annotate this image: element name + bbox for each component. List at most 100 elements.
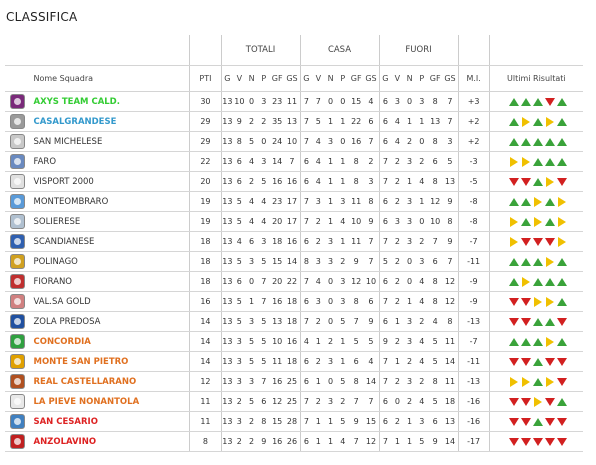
casa-v: 2 <box>312 231 325 252</box>
fuori-gf: 5 <box>427 331 443 352</box>
loss-down-arrow-icon <box>545 437 556 446</box>
tot-p: 5 <box>257 251 270 272</box>
loss-down-arrow-icon <box>521 237 532 246</box>
casa-p: 2 <box>336 251 349 272</box>
team-name[interactable]: MONTE SAN PIETRO <box>33 356 129 367</box>
fuori-p: 1 <box>415 111 428 132</box>
team-name[interactable]: SAN MICHELESE <box>33 136 103 147</box>
casa-n: 1 <box>324 151 337 172</box>
fuori-p: 2 <box>415 311 428 332</box>
casa-gs: 6 <box>363 291 380 312</box>
team-name[interactable]: REAL CASTELLARANO <box>33 376 137 387</box>
fuori-n: 3 <box>403 211 416 232</box>
casa-p: 3 <box>336 191 349 212</box>
casa-p: 2 <box>336 391 349 412</box>
tot-v: 6 <box>233 171 246 192</box>
fuori-g: 6 <box>378 411 392 432</box>
tot-g: 13 <box>220 391 234 412</box>
casa-g: 8 <box>299 251 313 272</box>
casa-p: 5 <box>336 311 349 332</box>
fuori-g: 6 <box>378 211 392 232</box>
tot-g: 13 <box>220 351 234 372</box>
casa-n: 1 <box>324 171 337 192</box>
fuori-v: 2 <box>391 411 404 432</box>
team-name[interactable]: LA PIEVE NONANTOLA <box>33 396 140 407</box>
casa-g: 7 <box>299 311 313 332</box>
draw-right-arrow-icon <box>522 116 531 127</box>
team-name[interactable]: VAL.SA GOLD <box>33 296 91 307</box>
last-results <box>488 251 583 272</box>
tot-gs: 18 <box>284 311 300 332</box>
tot-p: 3 <box>257 151 270 172</box>
team-name[interactable]: CONCORDIA <box>33 336 91 347</box>
team-name[interactable]: ANZOLAVINO <box>33 436 97 447</box>
team-name[interactable]: ZOLA PREDOSA <box>33 316 101 327</box>
tot-n: 5 <box>245 131 258 152</box>
casa-g: 6 <box>299 171 313 192</box>
casa-p: 0 <box>336 131 349 152</box>
fuori-v: 3 <box>391 211 404 232</box>
casa-v: 1 <box>312 431 325 452</box>
fuori-n: 2 <box>403 131 416 152</box>
team-name[interactable]: FARO <box>33 156 57 167</box>
casa-g: 7 <box>299 131 313 152</box>
tot-v: 6 <box>233 271 246 292</box>
fuori-n: 3 <box>403 311 416 332</box>
team-name[interactable]: VISPORT 2000 <box>33 176 94 187</box>
casa-gs: 4 <box>363 351 380 372</box>
win-up-arrow-icon <box>557 297 568 306</box>
team-name[interactable]: MONTEOMBRARO <box>33 196 109 207</box>
header-casa-gs: GS <box>363 65 380 92</box>
fuori-v: 2 <box>391 291 404 312</box>
casa-gf: 7 <box>348 431 364 452</box>
loss-down-arrow-icon <box>509 397 520 406</box>
fuori-n: 0 <box>403 251 416 272</box>
team-name[interactable]: SAN CESARIO <box>33 416 98 427</box>
casa-n: 0 <box>324 271 337 292</box>
team-name[interactable]: FIORANO <box>33 276 72 287</box>
tot-g: 13 <box>220 251 234 272</box>
fuori-n: 1 <box>403 111 416 132</box>
tot-p: 5 <box>257 171 270 192</box>
team-name[interactable]: AXYS TEAM CALD. <box>33 96 120 107</box>
team-points: 16 <box>189 291 221 312</box>
tot-g: 13 <box>220 411 234 432</box>
header-fuori-gs: GS <box>442 65 459 92</box>
team-name[interactable]: SOLIERESE <box>33 216 81 227</box>
team-name[interactable]: POLINAGO <box>33 256 78 267</box>
tot-v: 6 <box>233 151 246 172</box>
loss-down-arrow-icon <box>545 417 556 426</box>
casa-gs: 9 <box>363 211 380 232</box>
win-up-arrow-icon <box>509 337 520 346</box>
last-results <box>488 291 583 312</box>
fuori-n: 0 <box>403 271 416 292</box>
tot-gs: 16 <box>284 171 300 192</box>
team-logo <box>9 354 25 369</box>
tot-n: 0 <box>245 271 258 292</box>
header-tot-p: P <box>257 65 270 92</box>
tot-g: 13 <box>220 431 234 452</box>
loss-down-arrow-icon <box>545 237 556 246</box>
team-name[interactable]: SCANDIANESE <box>33 236 95 247</box>
win-up-arrow-icon <box>545 157 556 166</box>
tot-gf: 16 <box>269 371 285 392</box>
loss-down-arrow-icon <box>557 377 568 386</box>
tot-p: 5 <box>257 311 270 332</box>
casa-n: 3 <box>324 231 337 252</box>
tot-p: 5 <box>257 351 270 372</box>
win-up-arrow-icon <box>557 137 568 146</box>
team-name[interactable]: CASALGRANDESE <box>33 116 117 127</box>
team-points: 22 <box>189 151 221 172</box>
win-up-arrow-icon <box>533 97 544 106</box>
win-up-arrow-icon <box>521 137 532 146</box>
casa-g: 6 <box>299 351 313 372</box>
fuori-gs: 14 <box>442 351 459 372</box>
tot-gf: 18 <box>269 231 285 252</box>
team-logo <box>9 174 25 189</box>
casa-gs: 7 <box>363 251 380 272</box>
fuori-gs: 8 <box>442 311 459 332</box>
header-tot-v: V <box>233 65 246 92</box>
fuori-g: 6 <box>378 91 392 112</box>
casa-gs: 9 <box>363 311 380 332</box>
team-logo <box>9 134 25 149</box>
